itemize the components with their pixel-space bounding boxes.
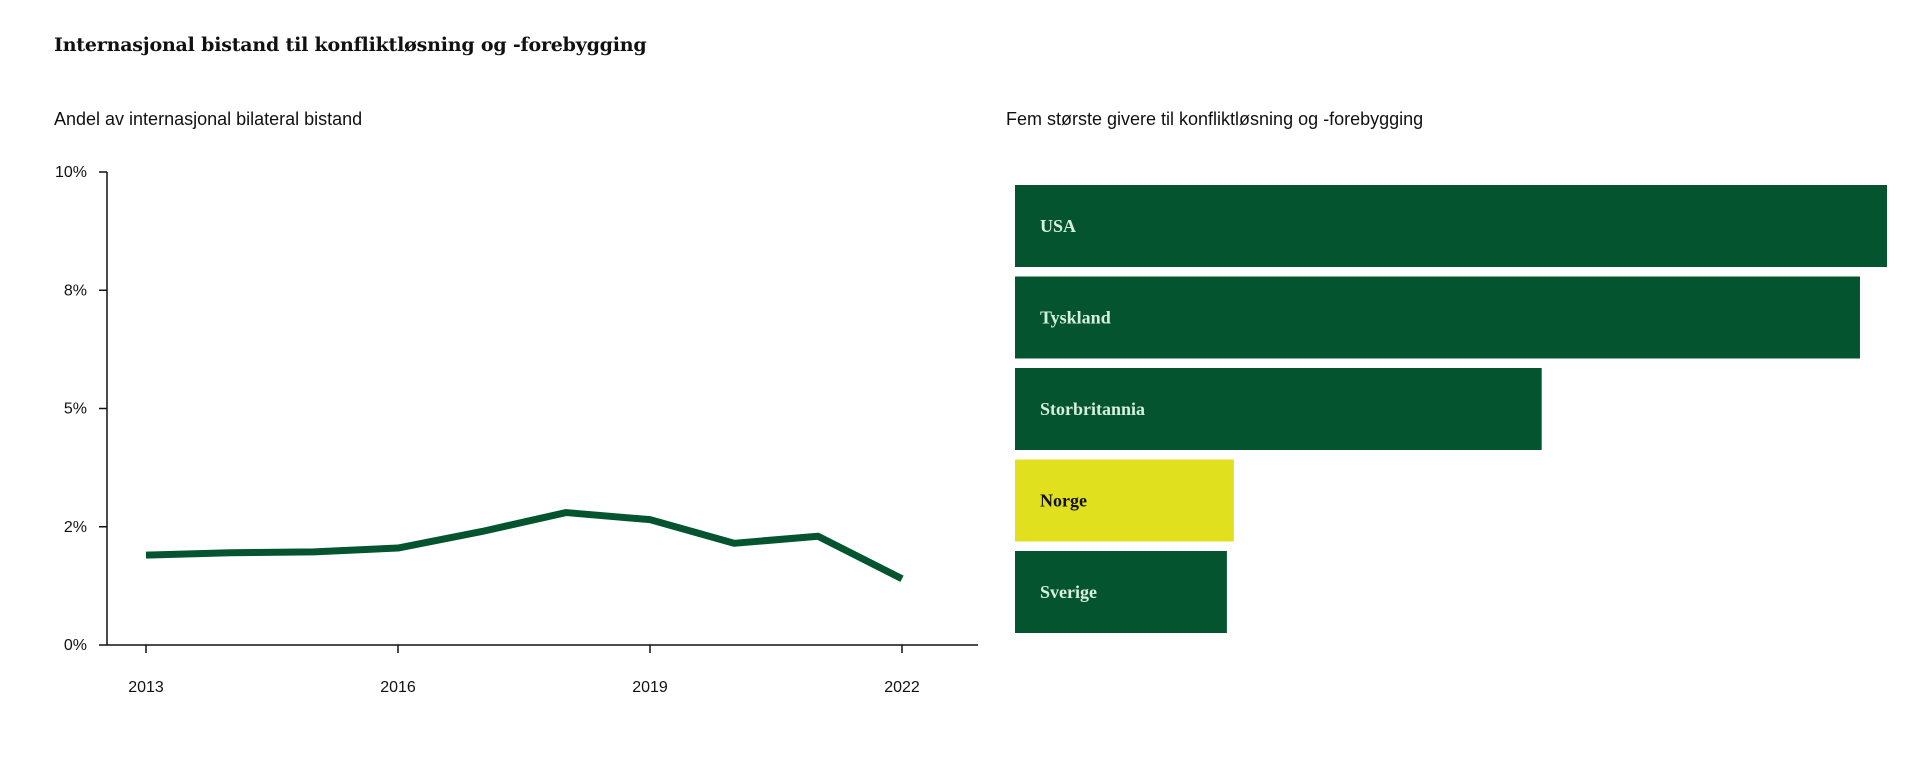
bar-label-sverige: Sverige (1040, 582, 1097, 602)
line-chart-title: Andel av internasjonal bilateral bistand (54, 109, 363, 129)
bar-norge (1015, 459, 1234, 542)
x-tick-label: 2013 (128, 679, 164, 696)
line-chart: 0% 2% 5% 8% 10% 2013 2016 2019 2022 (55, 164, 978, 696)
y-tick-label: 8% (64, 282, 87, 299)
bar-storbritannia (1015, 368, 1542, 450)
bar-label-usa: USA (1040, 216, 1076, 236)
bar-chart-title: Fem største givere til konfliktløsning o… (1006, 109, 1424, 129)
bar-label-tyskland: Tyskland (1040, 308, 1111, 328)
bar-label-norge: Norge (1040, 491, 1087, 511)
x-tick-label: 2016 (380, 679, 416, 696)
x-tick-label: 2019 (632, 679, 668, 696)
y-tick-label: 5% (64, 401, 87, 418)
bar-label-storbritannia: Storbritannia (1040, 399, 1145, 419)
bar-tyskland (1015, 276, 1860, 359)
main-title: Internasjonal bistand til konfliktløsnin… (54, 34, 647, 56)
bar-sverige (1015, 551, 1227, 633)
series-line (145, 509, 904, 582)
y-tick-label: 0% (64, 637, 87, 654)
bar-usa (1015, 185, 1887, 267)
y-tick-label: 10% (55, 164, 87, 181)
x-tick-label: 2022 (884, 679, 920, 696)
y-tick-label: 2% (64, 519, 87, 536)
